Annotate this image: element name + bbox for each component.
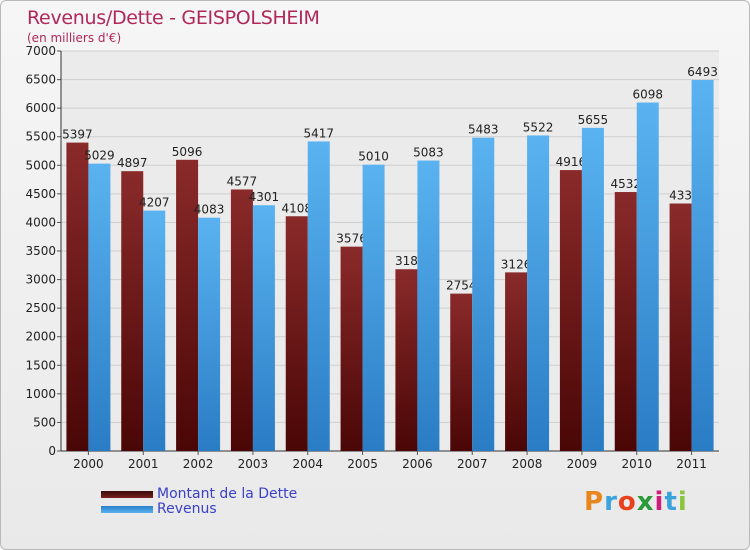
x-tick-label: 2009: [567, 457, 598, 471]
bar-dette: [614, 192, 637, 451]
bar-revenus: [362, 164, 385, 451]
bar-dette: [340, 246, 363, 451]
y-tick-label: 2500: [25, 301, 56, 315]
data-label-dette: 3126: [501, 257, 532, 271]
data-label-revenus: 4083: [194, 203, 225, 217]
logo-letter: P: [584, 487, 605, 517]
y-tick-label: 4500: [25, 187, 56, 201]
x-tick-label: 2010: [621, 457, 652, 471]
x-tick-label: 2003: [238, 457, 269, 471]
y-tick-label: 5500: [25, 130, 56, 144]
x-tick-label: 2000: [73, 457, 104, 471]
bar-dette: [395, 269, 418, 451]
logo-letter: o: [617, 487, 637, 517]
data-label-revenus: 5655: [578, 113, 609, 127]
data-label-revenus: 5522: [523, 120, 554, 134]
x-tick-label: 2011: [676, 457, 707, 471]
data-label-dette: 318: [395, 254, 418, 268]
bar-revenus: [581, 127, 604, 451]
data-label-dette: 2754: [446, 279, 477, 293]
y-tick-label: 6000: [25, 101, 56, 115]
bar-dette: [450, 293, 473, 451]
bar-revenus: [88, 163, 111, 451]
data-label-revenus: 4207: [139, 196, 170, 210]
y-tick-label: 4000: [25, 215, 56, 229]
y-tick-label: 7000: [25, 44, 56, 58]
proxiti-logo: Proxiti: [584, 487, 688, 517]
y-tick-label: 5000: [25, 158, 56, 172]
legend-label-dette: Montant de la Dette: [157, 486, 298, 502]
bar-revenus: [691, 79, 714, 451]
bar-revenus: [252, 205, 275, 451]
data-label-dette: 4897: [117, 156, 148, 170]
bar-dette: [121, 171, 144, 451]
data-label-dette: 433: [669, 189, 692, 203]
logo-letter: i: [677, 487, 688, 517]
bar-dette: [66, 142, 89, 451]
bar-dette: [669, 203, 692, 451]
data-label-revenus: 5483: [468, 123, 499, 137]
data-label-dette: 4577: [227, 174, 258, 188]
y-tick-label: 1500: [25, 358, 56, 372]
bar-dette: [285, 216, 308, 451]
y-tick-label: 500: [33, 415, 56, 429]
data-label-revenus: 5417: [303, 126, 334, 140]
x-tick-label: 2005: [347, 457, 378, 471]
x-tick-label: 2002: [183, 457, 214, 471]
y-tick-label: 6500: [25, 73, 56, 87]
logo-letter: i: [654, 487, 665, 517]
data-label-dette: 5096: [172, 145, 203, 159]
logo-letter: r: [604, 487, 618, 517]
data-label-dette: 4916: [556, 155, 587, 169]
chart-subtitle: (en milliers d'€): [27, 31, 122, 45]
data-label-revenus: 4301: [249, 190, 280, 204]
x-tick-label: 2007: [457, 457, 488, 471]
data-label-dette: 3576: [336, 232, 367, 246]
x-tick-label: 2006: [402, 457, 433, 471]
chart-title: Revenus/Dette - GEISPOLSHEIM: [27, 7, 320, 29]
data-label-revenus: 5010: [358, 150, 389, 164]
data-label-revenus: 5083: [413, 146, 444, 160]
legend-swatch-dette: [101, 491, 153, 498]
data-label-dette: 4532: [610, 177, 641, 191]
y-tick-label: 3000: [25, 273, 56, 287]
y-tick-label: 2000: [25, 330, 56, 344]
bar-dette: [505, 272, 528, 451]
data-label-dette: 4108: [281, 201, 312, 215]
bar-dette: [176, 159, 199, 452]
legend-label-revenus: Revenus: [157, 501, 217, 517]
logo-letter: x: [636, 487, 655, 517]
bar-revenus: [527, 135, 550, 451]
x-tick-label: 2008: [512, 457, 543, 471]
bar-revenus: [143, 210, 166, 451]
x-tick-label: 2001: [128, 457, 159, 471]
bar-revenus: [198, 217, 221, 451]
data-label-revenus: 5029: [84, 149, 115, 163]
logo-letter: t: [664, 487, 678, 517]
legend-swatch-revenus: [101, 506, 153, 513]
bar-dette: [559, 170, 582, 452]
bar-revenus: [636, 102, 659, 452]
bar-revenus: [307, 141, 330, 451]
bar-revenus: [472, 137, 495, 451]
x-tick-label: 2004: [292, 457, 323, 471]
data-label-dette: 5397: [62, 128, 93, 142]
data-label-revenus: 6098: [632, 88, 663, 102]
bar-dette: [230, 189, 253, 451]
y-tick-label: 0: [48, 444, 56, 458]
y-tick-label: 3500: [25, 244, 56, 258]
data-label-revenus: 6493: [687, 65, 718, 79]
bar-revenus: [417, 160, 440, 452]
y-tick-label: 1000: [25, 387, 56, 401]
